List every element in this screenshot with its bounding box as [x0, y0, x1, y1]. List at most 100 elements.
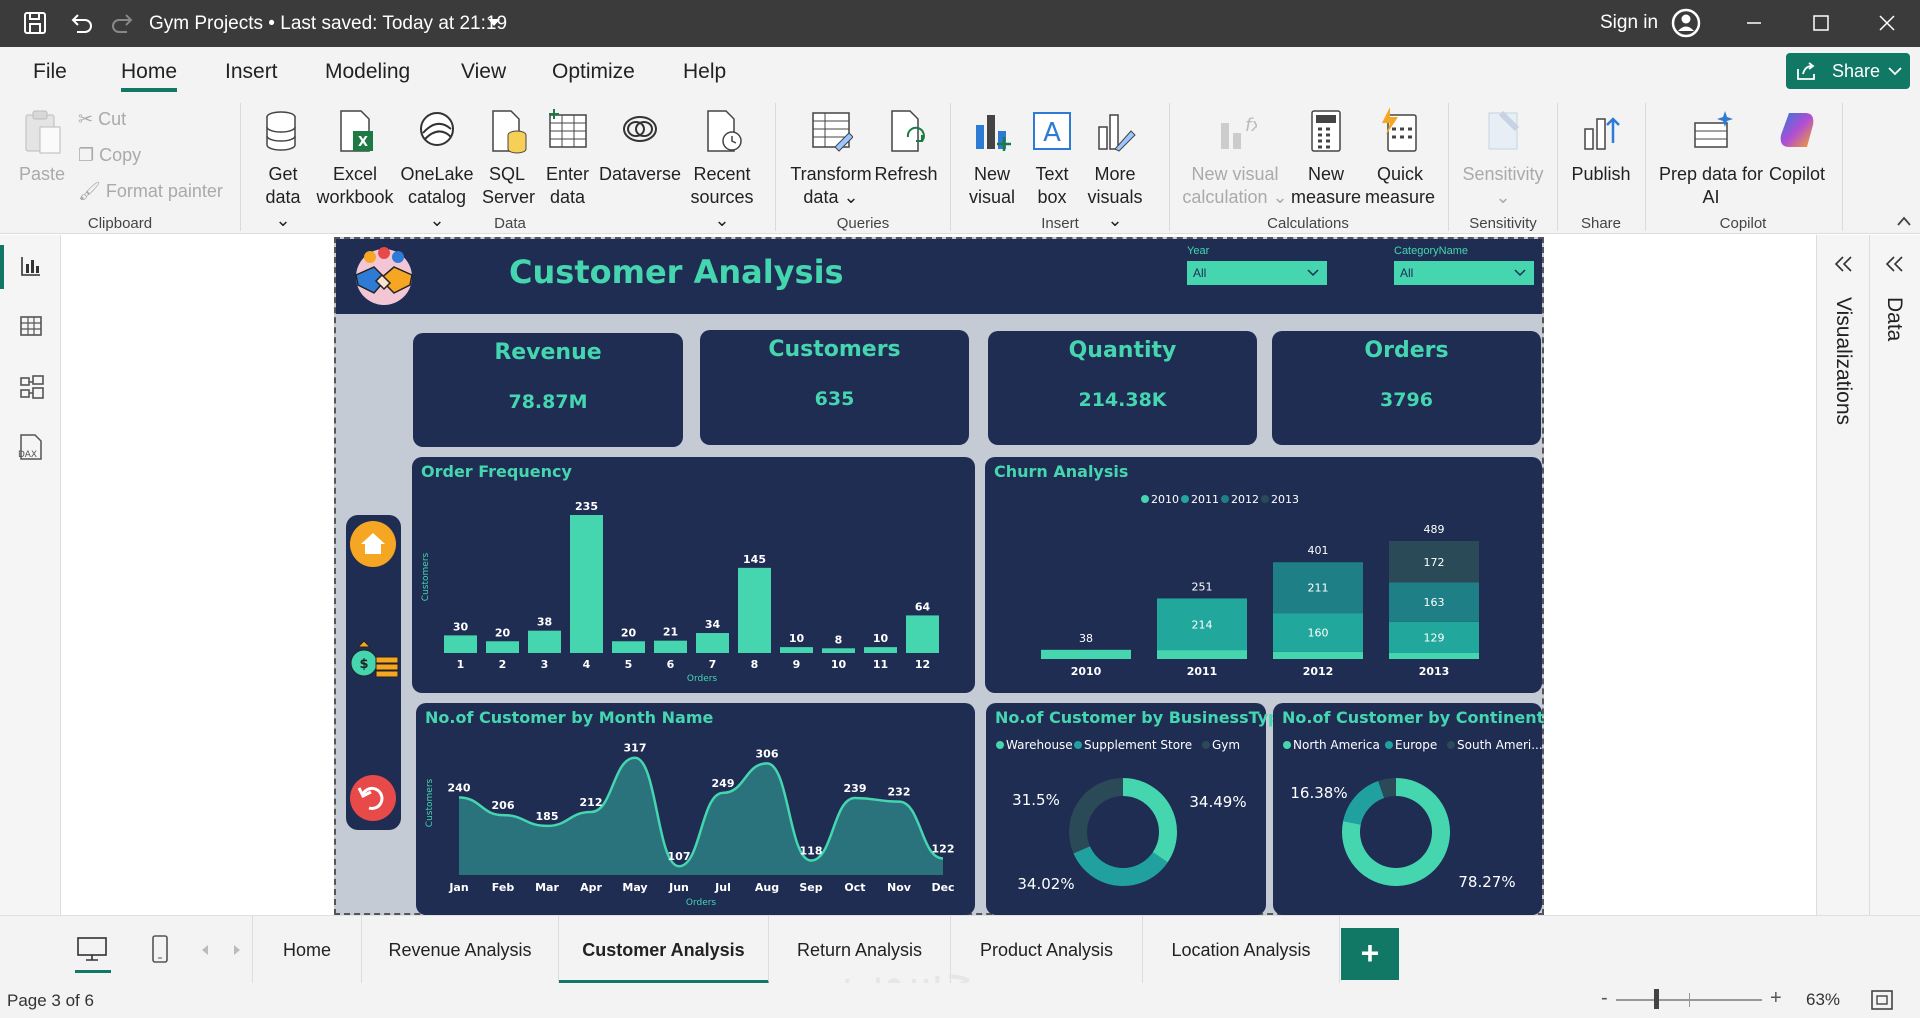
redo-icon[interactable]: [110, 10, 136, 36]
excel-workbook-button[interactable]: X Excel workbook: [314, 107, 396, 209]
menu-view[interactable]: View: [461, 60, 507, 83]
enter-data-button[interactable]: Enter data: [540, 107, 595, 209]
x-tick-label: 2010: [1071, 665, 1102, 678]
minimize-icon[interactable]: [1745, 16, 1763, 30]
model-view-icon[interactable]: [19, 374, 45, 400]
save-icon[interactable]: [22, 10, 48, 36]
data-label: 239: [844, 782, 867, 795]
undo-icon[interactable]: [68, 10, 94, 36]
visualizations-label[interactable]: Visualizations: [1832, 297, 1855, 426]
mobile-layout-icon[interactable]: [150, 934, 170, 964]
visualizations-pane[interactable]: Visualizations: [1816, 235, 1869, 915]
slice-label: 34.49%: [1189, 793, 1246, 811]
money-bag-icon[interactable]: $: [348, 635, 400, 679]
chart-title: Order Frequency: [421, 462, 572, 481]
transform-data-button[interactable]: Transform data ⌄: [790, 107, 872, 209]
maximize-icon[interactable]: [1812, 14, 1830, 32]
report-page: Customer Analysis Year All CategoryName …: [334, 237, 1544, 915]
recent-sources-button[interactable]: Recent sources ⌄: [684, 107, 760, 232]
new-visual-button[interactable]: New visual: [964, 107, 1020, 209]
x-tick-label: Nov: [887, 881, 912, 894]
data-label: 8: [835, 633, 843, 646]
prep-data-ai-button[interactable]: Prep data for AI: [1655, 107, 1767, 209]
visual-calculation-icon: fx: [1221, 115, 1262, 149]
zoom-slider-thumb[interactable]: [1654, 989, 1659, 1009]
tab-return-analysis[interactable]: Return Analysis: [769, 916, 951, 984]
slicer-dropdown[interactable]: All: [1187, 261, 1327, 285]
more-visuals-icon: [1098, 114, 1136, 152]
kpi-value: 635: [814, 388, 855, 410]
cut-button[interactable]: ✂ Cut: [78, 109, 127, 129]
more-visuals-button[interactable]: More visuals ⌄: [1080, 107, 1150, 232]
menu-optimize[interactable]: Optimize: [552, 60, 635, 83]
expand-pane-icon[interactable]: [1884, 255, 1906, 273]
quick-measure-button[interactable]: Quick measure: [1364, 107, 1436, 209]
get-data-button[interactable]: Get data ⌄: [258, 107, 308, 232]
tab-product-analysis[interactable]: Product Analysis: [951, 916, 1143, 984]
category-slicer[interactable]: CategoryName All: [1394, 245, 1534, 285]
paste-button[interactable]: Paste: [12, 107, 72, 186]
zoom-out-button[interactable]: -: [1601, 987, 1608, 1009]
report-view-icon[interactable]: [19, 254, 43, 278]
year-slicer[interactable]: Year All: [1187, 245, 1327, 285]
account-icon[interactable]: [1671, 8, 1701, 38]
expand-pane-icon[interactable]: [1833, 255, 1855, 273]
kpi-title: Revenue: [494, 340, 602, 365]
segment-label: 163: [1424, 596, 1445, 609]
zoom-level[interactable]: 63%: [1806, 990, 1841, 1009]
publish-button[interactable]: Publish: [1564, 107, 1638, 186]
close-icon[interactable]: [1878, 14, 1896, 32]
tab-location-analysis[interactable]: Location Analysis: [1143, 916, 1340, 984]
text-box-button[interactable]: A Text box: [1026, 107, 1078, 209]
menu-insert[interactable]: Insert: [225, 60, 278, 83]
menu-help[interactable]: Help: [683, 60, 727, 83]
segment-label: 160: [1308, 626, 1329, 639]
tab-scroll-right-icon[interactable]: [232, 944, 242, 956]
copy-button[interactable]: ❐ Copy: [78, 145, 142, 165]
tab-home[interactable]: Home: [253, 916, 362, 984]
tab-customer-analysis[interactable]: Customer Analysis: [559, 916, 769, 984]
data-pane[interactable]: Data: [1869, 235, 1920, 915]
add-page-button[interactable]: +: [1341, 928, 1399, 980]
sql-server-button[interactable]: SQL Server: [482, 107, 535, 209]
sign-in-link[interactable]: Sign in: [1600, 12, 1659, 33]
table-view-icon[interactable]: [19, 314, 43, 338]
menu-modeling[interactable]: Modeling: [325, 60, 411, 83]
recent-sources-icon: [707, 110, 742, 152]
x-tick-label: 2: [499, 658, 507, 671]
legend-label: 2012: [1231, 493, 1259, 506]
tab-revenue-analysis[interactable]: Revenue Analysis: [362, 916, 559, 984]
legend-marker: [1141, 495, 1149, 503]
menu-home[interactable]: Home: [121, 60, 178, 92]
tab-scroll-left-icon[interactable]: [200, 944, 210, 956]
desktop-layout-icon[interactable]: [76, 936, 108, 962]
chevron-down-icon[interactable]: [486, 17, 502, 29]
data-label: 30: [453, 620, 469, 633]
dataverse-button[interactable]: Dataverse: [598, 107, 682, 186]
x-tick-label: Jul: [714, 881, 731, 894]
fit-to-page-icon[interactable]: [1870, 989, 1894, 1011]
collapse-ribbon-icon[interactable]: [1896, 215, 1912, 227]
menu-file[interactable]: File: [33, 60, 67, 83]
copilot-button[interactable]: Copilot: [1764, 107, 1830, 186]
format-painter-button[interactable]: 🖌 Format painter: [78, 181, 223, 201]
sensitivity-button[interactable]: Sensitivity ⌄: [1458, 107, 1548, 209]
status-bar: Page 3 of 6 - + 63%: [0, 983, 1920, 1018]
bar: [738, 567, 771, 653]
new-measure-button[interactable]: New measure: [1290, 107, 1362, 209]
zoom-in-button[interactable]: +: [1770, 987, 1782, 1009]
slicer-dropdown[interactable]: All: [1394, 261, 1534, 285]
legend-label: Supplement Store: [1084, 738, 1192, 752]
quick-measure-icon: [1382, 107, 1417, 152]
data-label: 206: [492, 799, 515, 812]
onelake-catalog-button[interactable]: OneLake catalog ⌄: [400, 107, 474, 232]
copilot-icon: [1780, 113, 1814, 147]
share-button[interactable]: Share: [1786, 53, 1910, 89]
refresh-button[interactable]: Refresh: [874, 107, 938, 186]
back-nav-icon[interactable]: [349, 774, 397, 822]
dax-query-view-icon[interactable]: DAX: [15, 433, 45, 463]
legend-label: Europe: [1395, 738, 1437, 752]
home-nav-icon[interactable]: [349, 520, 397, 568]
data-label[interactable]: Data: [1883, 297, 1906, 342]
